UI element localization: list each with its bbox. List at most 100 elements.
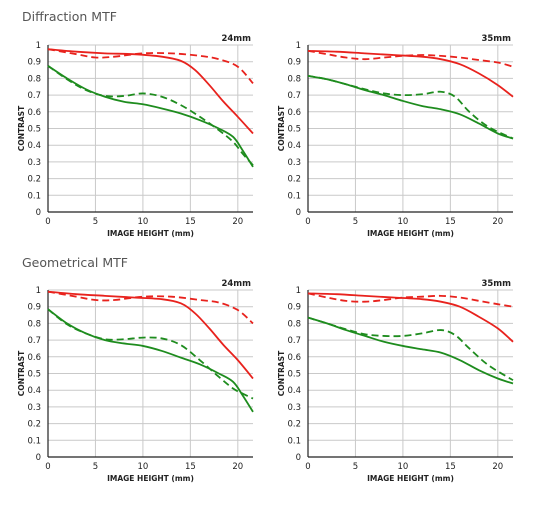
x-axis-label: IMAGE HEIGHT (mm) — [367, 229, 454, 238]
y-axis-label: CONTRAST — [17, 350, 26, 396]
series-line-red-dashed — [307, 292, 514, 308]
series-line-red-solid — [307, 292, 514, 343]
series-line-green-solid — [307, 75, 514, 140]
series-line-green-dashed — [307, 75, 514, 140]
x-tick-label: 10 — [137, 462, 148, 472]
y-tick-label: 0.3 — [27, 403, 41, 413]
series-line-red-solid — [307, 49, 514, 98]
y-tick-label: 0.8 — [287, 319, 301, 329]
y-tick-label: 0.9 — [287, 58, 301, 68]
x-tick-label: 10 — [397, 217, 408, 227]
y-tick-label: 1 — [36, 41, 41, 51]
series-line-green-solid — [47, 65, 254, 168]
series-line-red-solid — [47, 290, 254, 380]
y-axis-label: CONTRAST — [277, 350, 286, 396]
x-tick-label: 5 — [93, 462, 98, 472]
y-tick-label: 0.2 — [287, 420, 301, 430]
x-tick-label: 15 — [445, 462, 456, 472]
x-tick-label: 20 — [232, 462, 243, 472]
y-tick-label: 0.2 — [287, 175, 301, 185]
y-tick-label: 0.8 — [27, 74, 41, 84]
y-tick-label: 0.7 — [287, 336, 301, 346]
y-tick-label: 0.1 — [27, 436, 41, 446]
y-tick-label: 0.3 — [27, 158, 41, 168]
y-tick-label: 0.5 — [27, 125, 41, 135]
chart-svg: 00.10.20.30.40.50.60.70.80.910 5 10 15 20IMA… — [277, 34, 514, 238]
y-tick-label: 0.4 — [27, 141, 41, 151]
series-line-red-dashed — [47, 48, 254, 85]
y-tick-label: 0.2 — [27, 420, 41, 430]
y-tick-label: 0.6 — [27, 353, 41, 363]
y-tick-label: 0.8 — [27, 319, 41, 329]
x-tick-label: 15 — [185, 462, 196, 472]
y-tick-label: 0.9 — [287, 303, 301, 313]
x-tick-label: 20 — [232, 217, 243, 227]
y-tick-label: 0.4 — [287, 386, 301, 396]
y-tick-label: 0.1 — [287, 191, 301, 201]
x-tick-label: 10 — [397, 462, 408, 472]
y-tick-label: 1 — [296, 41, 301, 51]
series-line-red-dashed — [307, 49, 514, 68]
x-tick-label: 0 — [45, 462, 50, 472]
series-line-green-solid — [47, 308, 254, 413]
x-tick-label: 20 — [492, 217, 503, 227]
chart-title: 35mm — [481, 34, 511, 44]
y-tick-label: 1 — [296, 286, 301, 296]
series-line-red-solid — [47, 48, 254, 135]
series-line-green-dashed — [307, 316, 514, 381]
y-axis-label: CONTRAST — [277, 105, 286, 151]
y-tick-label: 0 — [36, 453, 41, 463]
x-tick-label: 0 — [45, 217, 50, 227]
y-tick-label: 0 — [296, 453, 301, 463]
y-tick-label: 0 — [296, 208, 301, 218]
y-tick-label: 0.7 — [287, 91, 301, 101]
section-title-diffraction: Diffraction MTF — [22, 9, 117, 24]
chart-svg: 00.10.20.30.40.50.60.70.80.910 5 10 15 20IMA… — [17, 34, 254, 238]
y-tick-label: 0.6 — [287, 108, 301, 118]
y-tick-label: 0.3 — [287, 403, 301, 413]
chart-title: 24mm — [221, 34, 251, 44]
y-tick-label: 0.7 — [27, 336, 41, 346]
y-tick-label: 0.4 — [287, 141, 301, 151]
y-tick-label: 0.7 — [27, 91, 41, 101]
series-line-green-dashed — [47, 65, 254, 166]
y-axis-label: CONTRAST — [17, 105, 26, 151]
y-tick-label: 0.2 — [27, 175, 41, 185]
y-tick-label: 0.5 — [287, 125, 301, 135]
x-tick-label: 15 — [185, 217, 196, 227]
y-tick-label: 0.9 — [27, 303, 41, 313]
x-tick-label: 5 — [93, 217, 98, 227]
y-tick-label: 0.1 — [27, 191, 41, 201]
chart-svg: 00.10.20.30.40.50.60.70.80.910 5 10 15 20IMA… — [17, 279, 254, 483]
mtf-chart-geometrical-35mm: 0 0.1 0.2 0.3 0.4 0.5 0.6 0.7 0.8 0.9 1 0 5 10 15 20 IMA… — [260, 275, 520, 515]
x-tick-label: 20 — [492, 462, 503, 472]
chart-title: 35mm — [481, 279, 511, 289]
series-line-red-dashed — [47, 290, 254, 325]
x-axis-label: IMAGE HEIGHT (mm) — [367, 474, 454, 483]
x-axis-label: IMAGE HEIGHT (mm) — [107, 474, 194, 483]
series-line-green-dashed — [47, 308, 254, 400]
mtf-chart-diffraction-24mm: 0 0.1 0.2 0.3 0.4 0.5 0.6 0.7 0.8 0.9 1 0 5 10 15 20 IMA… — [0, 30, 260, 270]
y-tick-label: 0.5 — [27, 370, 41, 380]
y-tick-label: 0.6 — [287, 353, 301, 363]
mtf-chart-diffraction-35mm: 0 0.1 0.2 0.3 0.4 0.5 0.6 0.7 0.8 0.9 1 0 5 10 15 20 IMA… — [260, 30, 520, 270]
y-tick-label: 0 — [36, 208, 41, 218]
y-tick-label: 0.1 — [287, 436, 301, 446]
y-tick-label: 0.8 — [287, 74, 301, 84]
x-tick-label: 5 — [353, 462, 358, 472]
x-axis-label: IMAGE HEIGHT (mm) — [107, 229, 194, 238]
x-tick-label: 0 — [305, 462, 310, 472]
y-tick-label: 0.4 — [27, 386, 41, 396]
y-tick-label: 1 — [36, 286, 41, 296]
y-tick-label: 0.3 — [287, 158, 301, 168]
chart-svg: 00.10.20.30.40.50.60.70.80.910 5 10 15 20IMA… — [277, 279, 514, 483]
y-tick-label: 0.9 — [27, 58, 41, 68]
x-tick-label: 0 — [305, 217, 310, 227]
x-tick-label: 10 — [137, 217, 148, 227]
y-tick-label: 0.5 — [287, 370, 301, 380]
y-tick-label: 0.6 — [27, 108, 41, 118]
mtf-chart-geometrical-24mm: 0 0.1 0.2 0.3 0.4 0.5 0.6 0.7 0.8 0.9 1 0 5 10 15 20 IMA… — [0, 275, 260, 515]
chart-title: 24mm — [221, 279, 251, 289]
x-tick-label: 5 — [353, 217, 358, 227]
section-title-geometrical: Geometrical MTF — [22, 255, 128, 270]
